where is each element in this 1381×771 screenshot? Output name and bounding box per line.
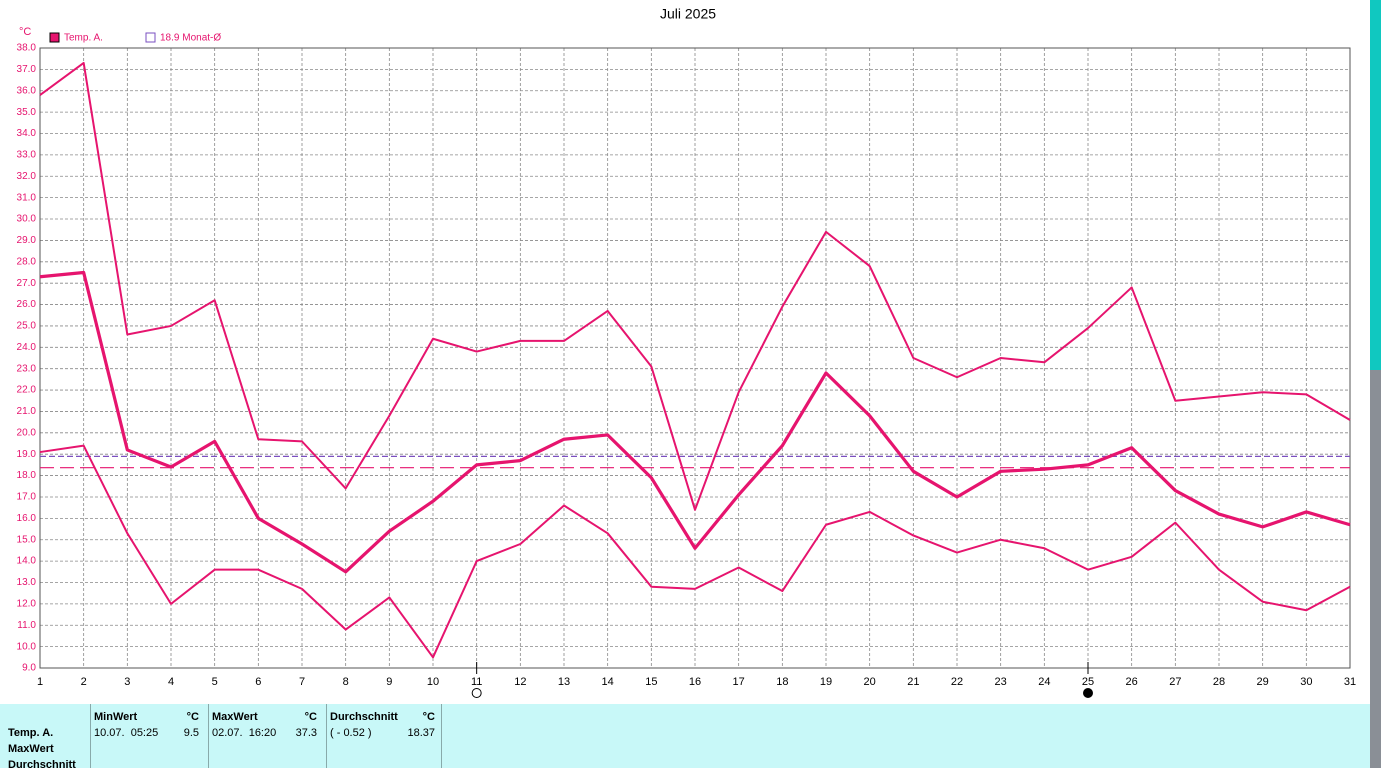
x-tick-label: 30 — [1300, 676, 1312, 688]
y-tick-label: 10.0 — [17, 641, 37, 652]
x-tick-label: 26 — [1126, 676, 1138, 688]
series-line — [39, 61, 1351, 511]
y-tick-label: 16.0 — [17, 513, 37, 524]
y-tick-label: 19.0 — [17, 449, 37, 460]
table-cell: 37.3 — [295, 727, 317, 739]
column-header: MinWert — [94, 711, 138, 723]
legend-label: 18.9 Monat-Ø — [160, 33, 221, 44]
moon-phase — [471, 688, 482, 698]
legend-label: Temp. A. — [64, 33, 103, 44]
y-tick-label: 36.0 — [17, 85, 37, 96]
table-cell: 18.37 — [407, 727, 435, 739]
y-tick-label: 27.0 — [17, 278, 37, 289]
side-strip — [1370, 0, 1381, 768]
x-tick-label: 23 — [995, 676, 1007, 688]
separator — [441, 704, 442, 768]
x-tick-label: 8 — [343, 676, 349, 688]
column-unit: °C — [422, 711, 435, 723]
row-label: Temp. A. — [8, 727, 54, 739]
x-tick-label: 15 — [645, 676, 657, 688]
legend-marker — [145, 32, 156, 43]
y-tick-label: 11.0 — [17, 620, 36, 631]
x-tick-label: 10 — [427, 676, 439, 688]
x-tick-label: 7 — [299, 676, 305, 688]
legend-marker — [49, 32, 60, 43]
row-label: Durchschnitt — [8, 759, 76, 771]
stats-panel — [0, 704, 1370, 768]
y-tick-label: 26.0 — [17, 299, 37, 310]
y-tick-label: 20.0 — [17, 427, 37, 438]
y-tick-label: 28.0 — [17, 256, 37, 267]
y-tick-label: 9.0 — [22, 663, 36, 674]
x-tick-label: 24 — [1038, 676, 1050, 688]
x-tick-label: 17 — [733, 676, 745, 688]
x-tick-label: 2 — [81, 676, 87, 688]
x-tick-label: 31 — [1344, 676, 1356, 688]
y-tick-label: 31.0 — [17, 192, 37, 203]
series-line — [39, 444, 1351, 659]
y-tick-label: 25.0 — [17, 321, 37, 332]
column-header: MaxWert — [212, 711, 258, 723]
x-tick-label: 22 — [951, 676, 963, 688]
x-tick-label: 13 — [558, 676, 570, 688]
plot-border — [39, 47, 1351, 669]
x-tick-label: 18 — [776, 676, 788, 688]
table-cell: 9.5 — [183, 727, 199, 739]
row-label: MaxWert — [8, 743, 54, 755]
y-tick-label: 38.0 — [17, 43, 37, 54]
x-tick-label: 5 — [212, 676, 218, 688]
separator — [326, 704, 327, 768]
y-tick-label: 13.0 — [17, 577, 37, 588]
y-tick-label: 29.0 — [17, 235, 37, 246]
y-tick-label: 12.0 — [17, 599, 37, 610]
y-tick-label: 35.0 — [17, 107, 37, 118]
y-tick-label: 33.0 — [17, 150, 37, 161]
y-tick-label: 17.0 — [17, 492, 37, 503]
x-tick-label: 3 — [124, 676, 130, 688]
chart: Juli 2025 °C 9.0 10.0 11.0 12.0 13.0 14.0 15.0… — [17, 6, 1356, 698]
y-tick-label: 34.0 — [17, 128, 37, 139]
x-tick-label: 11 — [471, 676, 482, 688]
x-tick-label: 4 — [168, 676, 174, 688]
x-tick-label: 20 — [864, 676, 876, 688]
separator — [90, 704, 91, 768]
y-tick-label: 21.0 — [17, 406, 37, 417]
x-tick-label: 25 — [1082, 676, 1094, 688]
moon-phase — [1083, 688, 1093, 698]
x-tick-label: 27 — [1169, 676, 1181, 688]
table-cell: 02.07. 16:20 — [212, 727, 277, 739]
column-header: Durchschnitt — [330, 711, 398, 723]
x-tick-label: 21 — [907, 676, 919, 688]
y-tick-label: 30.0 — [17, 214, 37, 225]
x-tick-label: 12 — [514, 676, 526, 688]
column-unit: °C — [304, 711, 317, 723]
x-tick-label: 16 — [689, 676, 701, 688]
series-line — [39, 270, 1351, 574]
x-tick-label: 28 — [1213, 676, 1225, 688]
x-tick-label: 14 — [602, 676, 614, 688]
y-tick-label: 37.0 — [17, 64, 37, 75]
y-tick-label: 15.0 — [17, 534, 37, 545]
x-tick-label: 1 — [37, 676, 43, 688]
column-unit: °C — [186, 711, 199, 723]
x-tick-label: 19 — [820, 676, 832, 688]
y-tick-label: 14.0 — [17, 556, 37, 567]
table-cell: ( - 0.52 ) — [330, 727, 372, 739]
chart-title: Juli 2025 — [660, 6, 716, 22]
separator — [208, 704, 209, 768]
x-tick-label: 9 — [386, 676, 392, 688]
y-tick-label: 18.0 — [17, 470, 37, 481]
y-unit: °C — [19, 26, 31, 38]
x-tick-label: 29 — [1257, 676, 1269, 688]
table-cell: 10.07. 05:25 — [94, 727, 159, 739]
x-tick-label: 6 — [255, 676, 261, 688]
y-tick-label: 24.0 — [17, 342, 37, 353]
y-tick-label: 23.0 — [17, 363, 37, 374]
y-tick-label: 32.0 — [17, 171, 37, 182]
y-tick-label: 22.0 — [17, 385, 37, 396]
